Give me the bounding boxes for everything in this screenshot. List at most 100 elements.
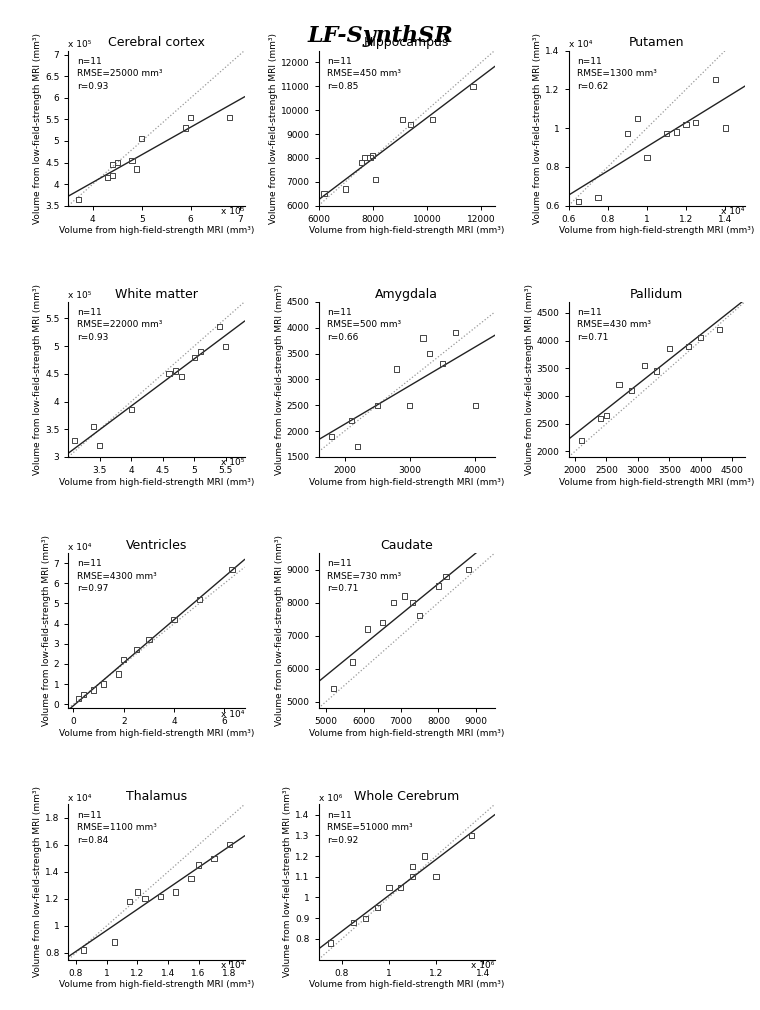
Point <box>594 410 606 426</box>
Point <box>118 651 130 668</box>
Text: n=11
RMSE=500 mm³
r=0.66: n=11 RMSE=500 mm³ r=0.66 <box>328 308 401 342</box>
Point <box>359 149 371 166</box>
Point <box>695 329 707 345</box>
Point <box>131 884 144 900</box>
Title: Thalamus: Thalamus <box>126 790 187 803</box>
Y-axis label: Volume from low-field-strength MRI (mm³): Volume from low-field-strength MRI (mm³) <box>33 787 43 978</box>
Point <box>124 894 136 910</box>
Text: x 10⁵: x 10⁵ <box>68 291 92 300</box>
Point <box>638 358 651 374</box>
Point <box>719 120 731 136</box>
Point <box>112 666 125 682</box>
Point <box>621 126 633 142</box>
Point <box>709 72 721 88</box>
Y-axis label: Volume from low-field-strength MRI (mm³): Volume from low-field-strength MRI (mm³) <box>269 32 278 223</box>
Point <box>660 126 673 142</box>
Point <box>223 109 236 125</box>
Text: n=11
RMSE=430 mm³
r=0.71: n=11 RMSE=430 mm³ r=0.71 <box>578 308 651 342</box>
Point <box>325 935 337 951</box>
Point <box>714 321 726 337</box>
Point <box>383 879 395 895</box>
Text: x 10⁴: x 10⁴ <box>221 962 245 970</box>
Point <box>670 124 682 140</box>
Text: x 10⁶: x 10⁶ <box>318 794 342 803</box>
Point <box>592 190 604 206</box>
Point <box>347 914 359 930</box>
Point <box>318 186 330 202</box>
Point <box>631 110 643 126</box>
Point <box>106 168 119 184</box>
Point <box>325 428 337 444</box>
Text: x 10⁴: x 10⁴ <box>68 794 92 803</box>
Y-axis label: Volume from low-field-strength MRI (mm³): Volume from low-field-strength MRI (mm³) <box>33 32 43 223</box>
Point <box>192 857 204 874</box>
Point <box>404 116 416 132</box>
Point <box>68 432 81 448</box>
Point <box>430 869 442 885</box>
Text: x 10⁴: x 10⁴ <box>68 542 92 551</box>
Point <box>376 614 388 630</box>
Point <box>169 363 182 379</box>
Point <box>397 112 409 128</box>
Point <box>469 397 481 413</box>
Point <box>462 562 474 578</box>
Text: n=11
RMSE=1100 mm³
r=0.84: n=11 RMSE=1100 mm³ r=0.84 <box>78 811 157 844</box>
Text: x 10⁵: x 10⁵ <box>68 40 92 48</box>
Point <box>407 869 419 885</box>
Point <box>126 153 138 169</box>
Point <box>97 676 109 692</box>
Point <box>413 608 426 624</box>
X-axis label: Volume from high-field-strength MRI (mm³): Volume from high-field-strength MRI (mm³… <box>309 478 505 487</box>
Point <box>600 407 613 423</box>
Title: Caudate: Caudate <box>380 539 433 551</box>
Point <box>356 155 368 171</box>
Point <box>180 120 192 136</box>
Point <box>340 181 352 197</box>
Point <box>345 413 357 429</box>
Text: x 10⁶: x 10⁶ <box>471 962 495 970</box>
Point <box>328 681 340 697</box>
X-axis label: Volume from high-field-strength MRI (mm³): Volume from high-field-strength MRI (mm³… <box>309 226 505 235</box>
Point <box>366 147 378 164</box>
Point <box>423 345 435 362</box>
X-axis label: Volume from high-field-strength MRI (mm³): Volume from high-field-strength MRI (mm³… <box>309 981 505 990</box>
Y-axis label: Volume from low-field-strength MRI (mm³): Volume from low-field-strength MRI (mm³) <box>283 787 293 978</box>
Point <box>125 402 138 418</box>
Point <box>169 884 182 900</box>
Text: x 10⁵: x 10⁵ <box>221 459 245 468</box>
Point <box>139 891 151 907</box>
Text: x 10⁵: x 10⁵ <box>221 207 245 216</box>
Point <box>87 418 100 434</box>
Point <box>426 112 439 128</box>
Text: x 10⁴: x 10⁴ <box>568 40 592 48</box>
Title: Pallidum: Pallidum <box>630 288 683 301</box>
Title: White matter: White matter <box>115 288 198 301</box>
Point <box>72 191 84 207</box>
X-axis label: Volume from high-field-strength MRI (mm³): Volume from high-field-strength MRI (mm³… <box>559 226 755 235</box>
Point <box>641 149 653 166</box>
Point <box>131 161 143 177</box>
Y-axis label: Volume from low-field-strength MRI (mm³): Volume from low-field-strength MRI (mm³) <box>274 284 283 475</box>
Point <box>399 588 411 604</box>
Point <box>185 109 197 125</box>
Point <box>391 361 403 377</box>
Point <box>613 377 625 393</box>
X-axis label: Volume from high-field-strength MRI (mm³): Volume from high-field-strength MRI (mm³… <box>59 226 254 235</box>
Point <box>207 850 220 867</box>
Point <box>467 78 479 94</box>
Text: n=11
RMSE=450 mm³
r=0.85: n=11 RMSE=450 mm³ r=0.85 <box>328 57 401 91</box>
Point <box>195 343 207 360</box>
Text: n=11
RMSE=1300 mm³
r=0.62: n=11 RMSE=1300 mm³ r=0.62 <box>578 57 657 91</box>
Point <box>359 910 372 926</box>
Point <box>625 383 638 399</box>
Point <box>214 318 226 334</box>
Point <box>651 363 663 379</box>
Point <box>449 325 461 341</box>
Point <box>369 172 382 188</box>
Y-axis label: Volume from low-field-strength MRI (mm³): Volume from low-field-strength MRI (mm³) <box>525 284 534 475</box>
Point <box>436 356 448 372</box>
Text: n=11
RMSE=730 mm³
r=0.71: n=11 RMSE=730 mm³ r=0.71 <box>328 560 401 593</box>
Title: Whole Cerebrum: Whole Cerebrum <box>354 790 459 803</box>
Point <box>465 827 477 843</box>
Point <box>394 879 407 895</box>
